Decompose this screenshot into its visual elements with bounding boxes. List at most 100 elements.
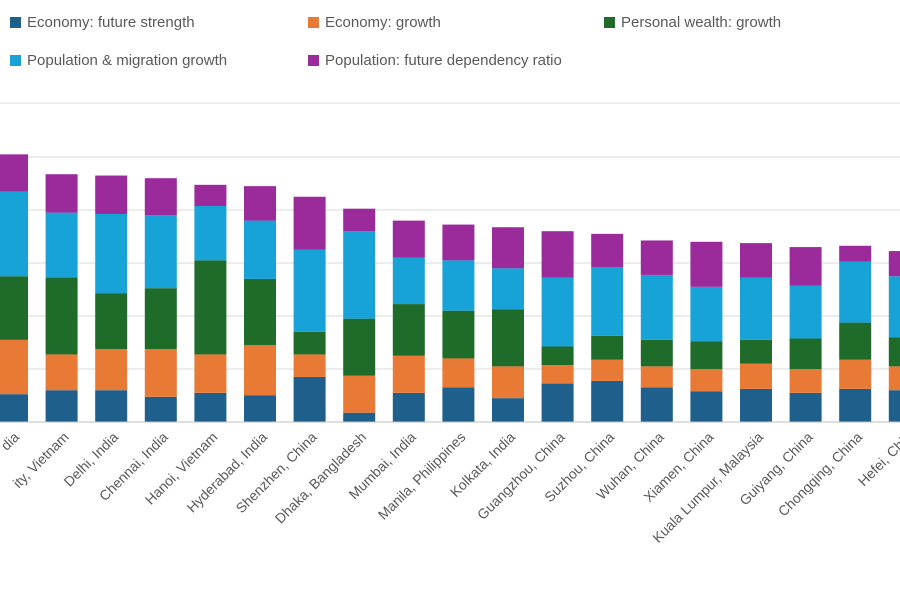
- legend-item: Population & migration growth: [10, 52, 227, 69]
- bar-segment: [888, 337, 900, 367]
- bar-segment: [591, 335, 624, 360]
- bar-segment: [293, 196, 326, 250]
- bar-segment: [0, 339, 28, 395]
- bar-segment: [839, 359, 872, 389]
- bar-segment: [789, 285, 822, 339]
- bar-segment: [640, 240, 673, 275]
- bar-segment: [541, 365, 574, 384]
- bar-segment: [293, 331, 326, 355]
- bar-segment: [690, 286, 723, 342]
- bar-segment: [839, 388, 872, 422]
- bar-segment: [144, 215, 177, 289]
- legend-label: Economy: growth: [325, 14, 441, 31]
- x-tick-label: Guangzhou, China: [474, 429, 568, 523]
- bar-segment: [541, 346, 574, 366]
- bar-segment: [244, 220, 276, 279]
- bar-segment: [144, 178, 177, 216]
- legend-item: Personal wealth: growth: [604, 14, 781, 31]
- bar-segment: [492, 268, 524, 310]
- bar-segment: [740, 277, 772, 340]
- bar-segment: [392, 392, 425, 422]
- bar-segment: [442, 260, 475, 311]
- x-tick-label: Dhaka, Bangladesh: [272, 429, 370, 527]
- bar-segment: [343, 231, 376, 319]
- bar-segment: [442, 358, 475, 388]
- bar-segment: [789, 392, 822, 422]
- legend-swatch: [308, 55, 319, 66]
- bar-segment: [95, 349, 128, 391]
- bar-segment: [541, 277, 574, 347]
- bar-segment: [244, 345, 276, 396]
- bar-segment: [888, 366, 900, 391]
- legend-item: Population: future dependency ratio: [308, 52, 562, 69]
- bar-segment: [541, 383, 574, 422]
- bar-segment: [591, 380, 624, 422]
- bar-segment: [244, 186, 276, 221]
- bar-segment: [839, 245, 872, 262]
- bar-segment: [95, 293, 128, 350]
- bar-segment: [740, 388, 772, 422]
- bar-segment: [492, 398, 524, 422]
- legend-swatch: [308, 17, 319, 28]
- bar-segment: [194, 184, 227, 207]
- bar-segment: [0, 191, 28, 277]
- bar-segment: [640, 387, 673, 422]
- bar-segment: [839, 322, 872, 360]
- bar-segment: [343, 318, 376, 376]
- bar-segment: [45, 390, 78, 422]
- legend-item: Economy: future strength: [10, 14, 195, 31]
- bar-segment: [45, 354, 78, 391]
- bar-segment: [442, 387, 475, 422]
- bar-segment: [343, 375, 376, 413]
- legend-swatch: [604, 17, 615, 28]
- x-tick-label: Manila, Philippines: [375, 429, 469, 523]
- bar-segment: [95, 390, 128, 422]
- legend-swatch: [10, 17, 21, 28]
- bar-segment: [640, 366, 673, 388]
- bar-segment: [45, 174, 78, 213]
- bar-segment: [888, 251, 900, 277]
- bar-segment: [640, 339, 673, 367]
- x-tick-label: dia: [0, 429, 22, 454]
- bar-segment: [591, 359, 624, 381]
- bar-segment: [144, 396, 177, 422]
- bar-segment: [888, 276, 900, 338]
- bar-segment: [591, 266, 624, 336]
- legend-label: Population & migration growth: [27, 52, 228, 69]
- bar-segment: [839, 261, 872, 323]
- bar-segment: [541, 231, 574, 278]
- bar-segment: [789, 338, 822, 369]
- bar-segment: [144, 349, 177, 397]
- bar-segment: [640, 274, 673, 340]
- bar-segment: [690, 391, 723, 422]
- x-tick-label: Chongqing, China: [775, 429, 866, 520]
- bar-segment: [343, 208, 376, 232]
- bar-segment: [492, 309, 524, 367]
- bar-segment: [293, 249, 326, 332]
- bar-segment: [492, 366, 524, 399]
- bar-segment: [442, 224, 475, 261]
- bar-segment: [343, 412, 376, 422]
- bar-segment: [690, 241, 723, 287]
- bar-segment: [740, 339, 772, 364]
- bar-segment: [0, 276, 28, 340]
- bar-segment: [194, 260, 227, 355]
- bar-segment: [740, 243, 772, 278]
- bar-segment: [45, 277, 78, 355]
- bar-segment: [45, 212, 78, 278]
- legend-label: Population: future dependency ratio: [325, 52, 562, 69]
- bar-segment: [789, 247, 822, 286]
- bar-segment: [0, 154, 28, 192]
- bar-segment: [492, 227, 524, 269]
- bar-segment: [144, 288, 177, 350]
- bar-segment: [392, 257, 425, 305]
- bar-segment: [0, 394, 28, 422]
- bar-segment: [740, 363, 772, 389]
- legend-label: Personal wealth: growth: [621, 14, 782, 31]
- bar-segment: [392, 220, 425, 258]
- bar-segment: [244, 278, 276, 346]
- bar-segment: [194, 354, 227, 393]
- bar-segment: [591, 233, 624, 267]
